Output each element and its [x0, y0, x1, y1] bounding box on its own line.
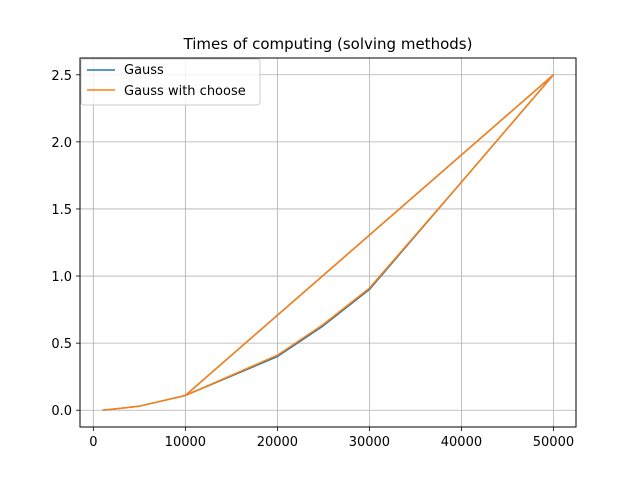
y-tick-label: 2.5 [51, 69, 72, 84]
x-tick-label: 30000 [349, 435, 390, 450]
x-tick-label: 50000 [533, 435, 574, 450]
series-line-gauss-with-choose [102, 74, 555, 411]
y-tick-label: 2.0 [51, 136, 72, 151]
x-axis: 0 10000 20000 30000 40000 50000 [89, 427, 574, 450]
legend-label-gauss-with-choose: Gauss with choose [124, 84, 246, 99]
series-line-gauss [102, 74, 555, 411]
y-tick-label: 1.5 [51, 203, 72, 218]
series-group [102, 74, 555, 411]
chart-title: Times of computing (solving methods) [183, 35, 473, 53]
y-tick-label: 0.5 [51, 337, 72, 352]
y-tick-label: 0.0 [51, 404, 72, 419]
legend-box [80, 58, 261, 106]
x-tick-label: 10000 [165, 435, 206, 450]
legend: Gauss Gauss with choose [80, 58, 261, 106]
plot-frame [79, 57, 577, 428]
y-axis: 0.0 0.5 1.0 1.5 2.0 2.5 [51, 69, 80, 419]
grid [80, 58, 576, 427]
x-tick-label: 0 [89, 435, 97, 450]
x-tick-label: 20000 [257, 435, 298, 450]
legend-label-gauss: Gauss [124, 63, 164, 78]
x-tick-label: 40000 [441, 435, 482, 450]
y-tick-label: 1.0 [51, 270, 72, 285]
